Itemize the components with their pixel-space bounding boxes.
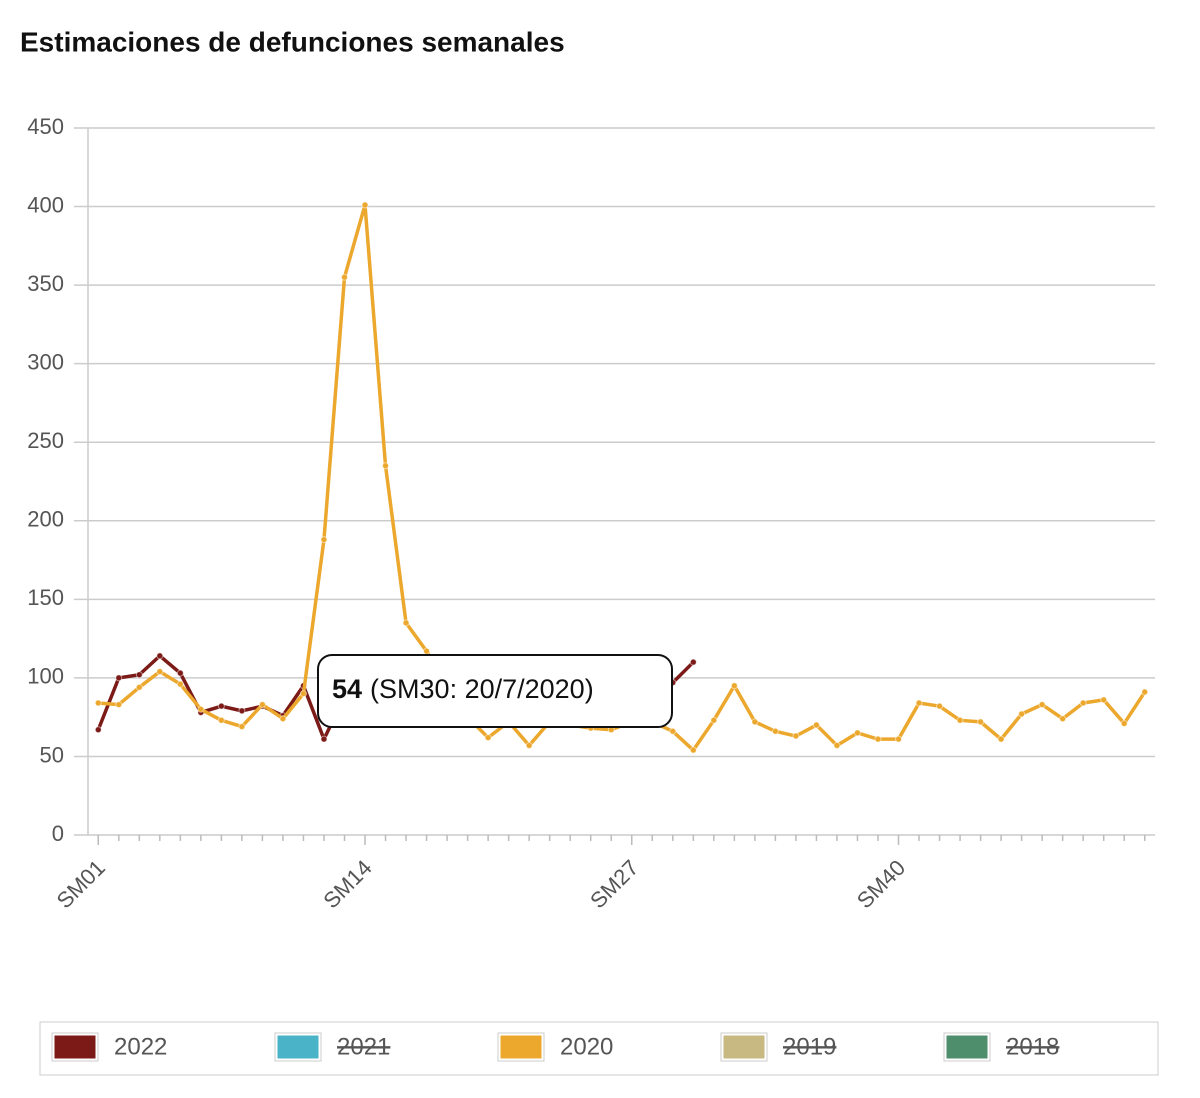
legend-swatch-inner: [498, 1033, 544, 1061]
point: [956, 716, 964, 724]
point: [936, 702, 944, 710]
legend-label: 2021: [337, 1033, 390, 1060]
point: [361, 201, 369, 209]
y-tick-label: 0: [52, 821, 64, 846]
point: [135, 683, 143, 691]
x-tick-label: SM27: [585, 855, 643, 913]
y-tick-label: 450: [27, 114, 64, 139]
point: [217, 716, 225, 724]
point: [320, 735, 328, 743]
point: [299, 690, 307, 698]
point: [525, 741, 533, 749]
point: [997, 735, 1005, 743]
point: [771, 727, 779, 735]
point: [115, 674, 123, 682]
tooltip-value: 54: [332, 674, 362, 704]
point: [340, 273, 348, 281]
point: [176, 680, 184, 688]
point: [1018, 710, 1026, 718]
legend-label: 2018: [1006, 1033, 1059, 1060]
point: [1059, 715, 1067, 723]
legend-label: 2020: [560, 1033, 613, 1060]
point: [895, 735, 903, 743]
legend-label: 2019: [783, 1033, 836, 1060]
point: [238, 723, 246, 731]
legend-swatch-inner: [944, 1033, 990, 1061]
chart-title: Estimaciones de defunciones semanales: [20, 26, 565, 57]
point: [94, 726, 102, 734]
point: [1141, 688, 1149, 696]
legend-swatch: [720, 1032, 768, 1062]
point: [689, 746, 697, 754]
legend-swatch: [51, 1032, 99, 1062]
point: [279, 715, 287, 723]
point: [115, 701, 123, 709]
point: [320, 536, 328, 544]
y-tick-label: 400: [27, 192, 64, 217]
point: [792, 732, 800, 740]
tooltip-label: (SM30: 20/7/2020): [370, 674, 594, 704]
y-tick-label: 200: [27, 507, 64, 532]
point: [258, 701, 266, 709]
y-tick-label: 50: [40, 742, 64, 767]
point: [382, 462, 390, 470]
point: [156, 668, 164, 676]
point: [812, 721, 820, 729]
point: [402, 619, 410, 627]
point: [853, 729, 861, 737]
legend-swatch: [497, 1032, 545, 1062]
x-tick-label: SM01: [52, 855, 110, 913]
point: [423, 647, 431, 655]
point: [217, 702, 225, 710]
point: [156, 652, 164, 660]
tooltip-text: 54 (SM30: 20/7/2020): [332, 674, 594, 704]
tooltip: 54 (SM30: 20/7/2020): [317, 654, 673, 728]
point: [484, 734, 492, 742]
legend-swatch: [943, 1032, 991, 1062]
y-tick-label: 100: [27, 664, 64, 689]
point: [689, 658, 697, 666]
y-tick-label: 350: [27, 271, 64, 296]
point: [833, 741, 841, 749]
point: [669, 727, 677, 735]
tooltip-box: [317, 654, 673, 728]
point: [1038, 701, 1046, 709]
legend-swatch-inner: [275, 1033, 321, 1061]
point: [1100, 696, 1108, 704]
point: [176, 669, 184, 677]
x-tick-label: SM14: [318, 855, 376, 913]
y-tick-label: 150: [27, 585, 64, 610]
legend: 2022 2021 2020 2019 2018: [39, 1021, 1159, 1076]
y-tick-label: 250: [27, 428, 64, 453]
point: [94, 699, 102, 707]
point: [1079, 699, 1087, 707]
point: [710, 716, 718, 724]
point: [238, 707, 246, 715]
point: [751, 718, 759, 726]
point: [874, 735, 882, 743]
point: [1120, 719, 1128, 727]
point: [730, 682, 738, 690]
grid: 0 50 100 150 200 250 300 350 400 450 SM01 SM14 SM27 S…: [27, 114, 1155, 913]
legend-swatch-inner: [52, 1033, 98, 1061]
legend-swatch-inner: [721, 1033, 767, 1061]
point: [135, 671, 143, 679]
point: [977, 718, 985, 726]
point: [197, 705, 205, 713]
y-tick-label: 300: [27, 349, 64, 374]
legend-label: 2022: [114, 1033, 167, 1060]
point: [915, 699, 923, 707]
x-tick-label: SM40: [852, 855, 910, 913]
legend-swatch: [274, 1032, 322, 1062]
